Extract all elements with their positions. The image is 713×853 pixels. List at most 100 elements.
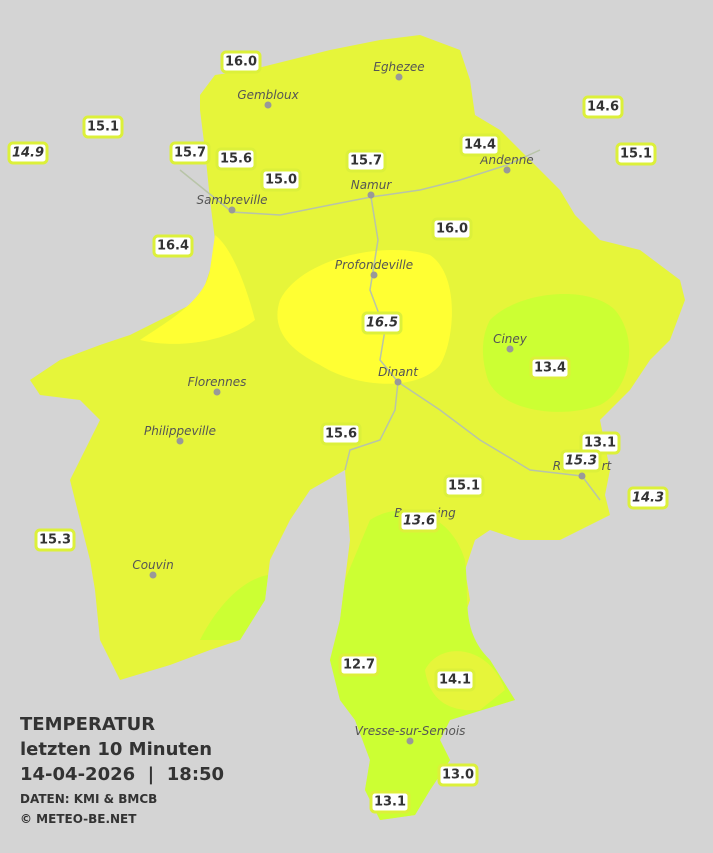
legend-title: TEMPERATUR <box>20 714 155 735</box>
station-value: 15.1 <box>87 120 119 135</box>
legend-subtitle: letzten 10 Minuten <box>20 739 212 760</box>
station-box <box>560 449 602 473</box>
station: 13.4 <box>529 356 571 380</box>
station-box <box>320 422 362 446</box>
station-box <box>220 50 262 74</box>
city-dot <box>578 472 586 480</box>
station-box <box>152 234 194 258</box>
station-value: 16.0 <box>436 222 468 237</box>
station: 15.3 <box>34 528 76 552</box>
station-box <box>615 142 657 166</box>
city-label: Sambreville <box>196 193 267 207</box>
station-box <box>361 311 403 335</box>
station: 14.9 <box>7 141 49 165</box>
station-box <box>529 356 571 380</box>
station: 14.3 <box>627 486 669 510</box>
station-box <box>434 668 476 692</box>
station-box <box>169 141 211 165</box>
station-value: 14.4 <box>464 138 496 153</box>
station-box <box>431 217 473 241</box>
station-box <box>437 763 479 787</box>
station: 16.5 <box>361 311 403 335</box>
station-value: 13.4 <box>534 361 566 376</box>
station-value: 15.7 <box>350 154 382 169</box>
station-value: 15.6 <box>220 152 252 167</box>
station-value: 15.1 <box>620 147 652 162</box>
station: 12.7 <box>338 653 380 677</box>
station-box <box>582 95 624 119</box>
station-box <box>7 141 49 165</box>
station: 15.0 <box>260 168 302 192</box>
city-dot <box>406 737 414 745</box>
station: 13.1 <box>579 431 621 455</box>
station-value: 14.6 <box>587 100 619 115</box>
station-value: 15.7 <box>174 146 206 161</box>
legend-copyright: © METEO-BE.NET <box>20 812 137 826</box>
station-value: 16.4 <box>157 239 189 254</box>
station-box <box>627 486 669 510</box>
station-value: 15.1 <box>448 479 480 494</box>
station-box <box>82 115 124 139</box>
city-label: Gembloux <box>237 88 299 102</box>
station: 16.4 <box>152 234 194 258</box>
station-box <box>215 147 257 171</box>
city-label: Couvin <box>132 558 173 572</box>
station: 14.4 <box>459 133 501 157</box>
station: 13.6 <box>398 509 440 533</box>
city-dot <box>149 571 157 579</box>
city-dot <box>394 378 402 386</box>
station-value: 12.7 <box>343 658 375 673</box>
city-dot <box>506 345 514 353</box>
city-label: Philippeville <box>144 424 216 438</box>
station-value: 15.0 <box>265 173 297 188</box>
station: 14.6 <box>582 95 624 119</box>
station: 13.1 <box>369 790 411 814</box>
station-value: 15.6 <box>325 427 357 442</box>
city-label: Vresse-sur-Semois <box>355 724 466 738</box>
station-value: 13.1 <box>584 436 616 451</box>
station: 15.3 <box>560 449 602 473</box>
station-box <box>338 653 380 677</box>
station: 16.0 <box>431 217 473 241</box>
station: 15.7 <box>169 141 211 165</box>
station-value: 15.3 <box>39 533 71 548</box>
station-value: 14.1 <box>439 673 471 688</box>
station: 15.1 <box>82 115 124 139</box>
cool-zone-couvin <box>200 575 268 640</box>
city-dot <box>213 388 221 396</box>
warm-zone-west <box>140 235 255 344</box>
station-value: 16.5 <box>366 316 398 331</box>
city-dot <box>370 271 378 279</box>
city-label: Florennes <box>188 375 247 389</box>
city-label: Namur <box>351 178 393 192</box>
station: 15.6 <box>320 422 362 446</box>
station: 15.7 <box>345 149 387 173</box>
station-box <box>260 168 302 192</box>
city-label: Profondeville <box>335 258 413 272</box>
city-dot <box>176 437 184 445</box>
station-value: 13.0 <box>442 768 474 783</box>
cool-zone-south <box>330 510 515 820</box>
station-box <box>345 149 387 173</box>
station-value: 14.9 <box>12 146 44 161</box>
station-box <box>443 474 485 498</box>
city-dot <box>503 166 511 174</box>
station-value: 13.1 <box>374 795 406 810</box>
station-box <box>459 133 501 157</box>
station: 15.6 <box>215 147 257 171</box>
station-value: 15.3 <box>565 454 597 469</box>
station: 14.1 <box>434 668 476 692</box>
station: 13.0 <box>437 763 479 787</box>
station-value: 13.6 <box>403 514 435 529</box>
city-label: Eghezee <box>373 60 424 74</box>
city-label: Dinant <box>378 365 419 379</box>
river <box>397 381 601 501</box>
station: 16.0 <box>220 50 262 74</box>
city-dot <box>395 73 403 81</box>
station-box <box>34 528 76 552</box>
river <box>344 196 399 471</box>
cool-zone <box>482 293 630 412</box>
city-label: Ciney <box>493 332 528 346</box>
station: 15.1 <box>443 474 485 498</box>
